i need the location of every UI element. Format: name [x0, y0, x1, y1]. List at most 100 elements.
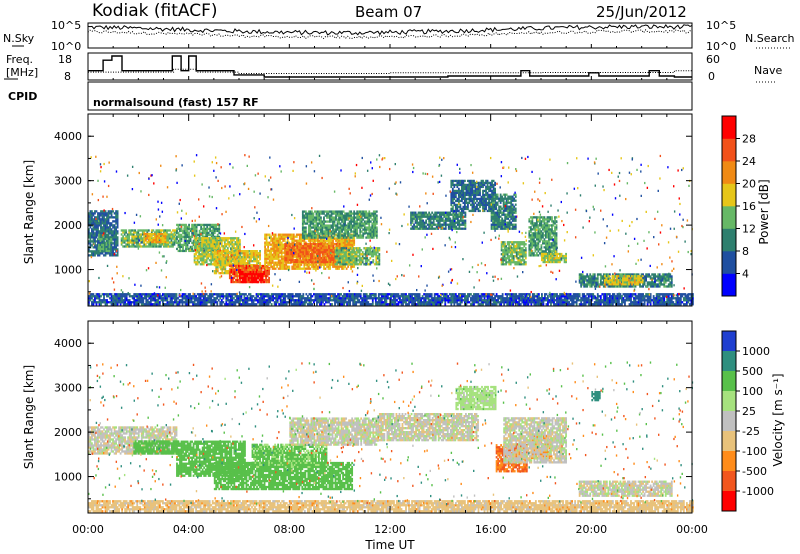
echo-cell	[457, 197, 460, 201]
echo-cell	[423, 221, 426, 224]
echo-cell	[131, 229, 134, 232]
echo-cell	[335, 214, 337, 217]
echo-cell	[331, 248, 333, 252]
echo-cell	[323, 220, 325, 223]
echo-cell	[330, 232, 333, 235]
echo-cell	[329, 252, 332, 256]
echo-cell	[102, 243, 105, 247]
echo-cell	[295, 265, 298, 268]
echo-cell	[274, 243, 277, 246]
echo-cell	[292, 237, 295, 240]
echo-cell	[422, 213, 425, 216]
echo-cell	[502, 209, 505, 212]
echo-cell	[341, 218, 343, 221]
echo-cell	[339, 222, 342, 225]
echo-cell	[347, 230, 350, 233]
echo-cell	[306, 260, 309, 264]
echo-cell	[95, 234, 98, 237]
echo-cell	[218, 229, 221, 233]
echo-cell	[271, 249, 274, 252]
echo-cell	[315, 216, 318, 219]
echo-cell	[134, 245, 137, 248]
echo-cell	[342, 245, 345, 248]
echo-cell	[312, 216, 315, 219]
echo-cell	[196, 241, 199, 244]
echo-cell	[236, 276, 239, 280]
echo-cell	[147, 245, 150, 248]
echo-cell	[115, 228, 117, 231]
echo-cell	[474, 207, 477, 211]
echo-cell	[449, 225, 452, 228]
echo-cell	[431, 217, 434, 220]
echo-cell	[188, 223, 190, 227]
echo-cell	[134, 229, 137, 232]
echo-cell	[369, 251, 372, 254]
echo-cell	[462, 183, 465, 187]
echo-cell	[496, 215, 499, 218]
echo-cell	[316, 252, 318, 256]
echo-cell	[453, 223, 456, 226]
echo-cell	[232, 237, 235, 240]
echo-cell	[89, 232, 92, 235]
echo-cell	[105, 243, 108, 247]
echo-cell	[316, 242, 318, 246]
echo-cell	[320, 239, 322, 242]
echo-cell	[277, 241, 280, 244]
echo-cell	[188, 233, 190, 237]
echo-cell	[458, 219, 461, 222]
echo-cell	[457, 199, 460, 203]
echo-cell	[492, 201, 494, 204]
echo-cell	[362, 218, 365, 221]
echo-cell	[309, 224, 312, 227]
echo-cell	[253, 264, 255, 268]
echo-cell	[283, 265, 286, 268]
echo-cell	[372, 218, 375, 221]
echo-cell	[301, 230, 304, 233]
echo-cell	[333, 220, 336, 223]
echo-cell	[268, 270, 270, 274]
echo-cell	[502, 205, 505, 208]
echo-cell	[499, 219, 502, 222]
echo-cell	[375, 230, 378, 233]
echo-cell	[284, 246, 287, 250]
echo-cell	[328, 246, 330, 250]
echo-cell	[257, 276, 259, 280]
echo-cell	[294, 242, 297, 246]
echo-cell	[237, 280, 240, 284]
echo-cell	[490, 209, 493, 212]
echo-cell	[159, 232, 162, 236]
echo-cell	[287, 242, 290, 246]
echo-cell	[195, 243, 198, 246]
echo-cell	[350, 226, 353, 229]
echo-cell	[101, 210, 104, 213]
echo-cell	[363, 210, 366, 213]
echo-cell	[319, 260, 321, 264]
echo-cell	[206, 239, 209, 243]
echo-cell	[228, 272, 231, 276]
echo-cell	[291, 258, 294, 262]
echo-cell	[256, 256, 258, 259]
echo-cell	[109, 222, 111, 225]
echo-cell	[312, 252, 315, 256]
echo-cell	[493, 205, 496, 208]
echo-cell	[304, 216, 307, 219]
echo-cell	[350, 243, 353, 246]
echo-cell	[470, 187, 472, 191]
echo-cell	[247, 250, 249, 253]
echo-cell	[279, 255, 282, 258]
echo-cell	[233, 260, 236, 263]
echo-cell	[188, 249, 190, 253]
echo-cell	[420, 219, 423, 222]
echo-cell	[345, 243, 348, 246]
echo-cell	[456, 197, 459, 201]
echo-cell	[179, 241, 181, 245]
echo-cell	[498, 205, 501, 208]
echo-cell	[294, 250, 297, 254]
echo-cell	[347, 212, 350, 215]
echo-cell	[330, 212, 333, 215]
echo-cell	[172, 245, 174, 248]
echo-cell	[370, 247, 373, 250]
echo-cell	[97, 240, 99, 243]
echo-cell	[271, 239, 274, 242]
echo-cell	[441, 223, 444, 226]
